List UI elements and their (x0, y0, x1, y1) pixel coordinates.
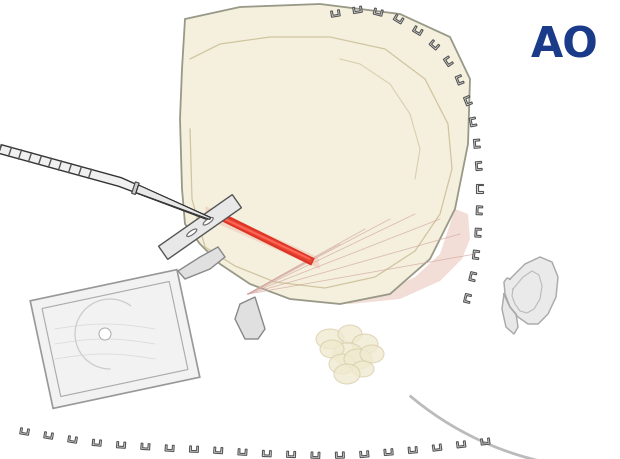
Polygon shape (212, 212, 313, 263)
Polygon shape (238, 449, 247, 455)
Polygon shape (205, 207, 320, 269)
Ellipse shape (344, 349, 372, 369)
Polygon shape (178, 247, 225, 280)
Polygon shape (20, 428, 29, 435)
Polygon shape (502, 294, 518, 334)
Polygon shape (214, 447, 223, 454)
Polygon shape (432, 444, 442, 451)
Ellipse shape (334, 364, 360, 384)
Text: AO: AO (531, 24, 599, 66)
Polygon shape (429, 40, 440, 51)
Polygon shape (456, 441, 466, 448)
Polygon shape (464, 294, 472, 304)
Polygon shape (360, 451, 369, 458)
Polygon shape (335, 452, 344, 458)
Polygon shape (262, 450, 272, 457)
Ellipse shape (352, 334, 378, 354)
Polygon shape (412, 27, 423, 36)
Polygon shape (68, 436, 78, 443)
Polygon shape (476, 207, 483, 215)
Polygon shape (159, 195, 241, 260)
Polygon shape (141, 443, 150, 450)
Polygon shape (330, 11, 340, 18)
Polygon shape (476, 162, 482, 171)
Polygon shape (353, 7, 362, 15)
Ellipse shape (187, 230, 197, 237)
Polygon shape (117, 442, 126, 448)
Polygon shape (476, 185, 482, 193)
Ellipse shape (203, 218, 213, 225)
Polygon shape (469, 272, 477, 282)
Polygon shape (92, 439, 102, 446)
Polygon shape (286, 451, 296, 458)
Ellipse shape (316, 329, 344, 349)
Polygon shape (213, 213, 311, 260)
Polygon shape (475, 229, 482, 238)
Polygon shape (474, 140, 480, 149)
Polygon shape (504, 257, 558, 325)
Polygon shape (136, 185, 210, 220)
Polygon shape (469, 118, 477, 128)
Polygon shape (165, 445, 174, 452)
Ellipse shape (329, 354, 355, 374)
Polygon shape (443, 57, 453, 67)
Polygon shape (0, 146, 210, 221)
Polygon shape (464, 96, 472, 106)
Ellipse shape (338, 325, 362, 343)
Ellipse shape (333, 343, 363, 365)
Polygon shape (235, 297, 265, 339)
Polygon shape (180, 5, 470, 304)
Polygon shape (480, 438, 490, 445)
Polygon shape (472, 251, 480, 260)
Polygon shape (230, 210, 470, 304)
Ellipse shape (352, 361, 374, 377)
Polygon shape (311, 452, 320, 459)
Ellipse shape (360, 345, 384, 363)
Polygon shape (210, 209, 315, 266)
Polygon shape (44, 432, 53, 439)
Ellipse shape (320, 340, 344, 358)
Polygon shape (455, 75, 464, 86)
Polygon shape (384, 448, 393, 455)
Polygon shape (393, 15, 404, 25)
Polygon shape (190, 446, 198, 453)
Polygon shape (30, 270, 200, 409)
Circle shape (99, 328, 111, 340)
Polygon shape (373, 9, 383, 17)
Polygon shape (131, 183, 140, 195)
Polygon shape (408, 447, 417, 453)
